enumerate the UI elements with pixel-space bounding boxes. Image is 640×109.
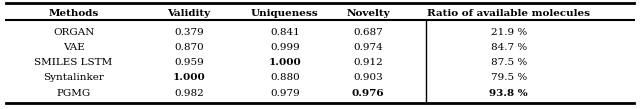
Text: Ratio of available molecules: Ratio of available molecules (428, 9, 590, 18)
Text: 84.7 %: 84.7 % (491, 43, 527, 52)
Text: 0.880: 0.880 (270, 73, 300, 82)
Text: 1.000: 1.000 (172, 73, 205, 82)
Text: Novelty: Novelty (346, 9, 390, 18)
Text: 0.974: 0.974 (353, 43, 383, 52)
Text: PGMG: PGMG (56, 89, 91, 98)
Text: Methods: Methods (49, 9, 99, 18)
Text: Validity: Validity (167, 9, 211, 18)
Text: 0.979: 0.979 (270, 89, 300, 98)
Text: SMILES LSTM: SMILES LSTM (35, 58, 113, 67)
Text: 0.903: 0.903 (353, 73, 383, 82)
Text: 0.999: 0.999 (270, 43, 300, 52)
Text: 1.000: 1.000 (268, 58, 301, 67)
Text: 87.5 %: 87.5 % (491, 58, 527, 67)
Text: 0.976: 0.976 (352, 89, 384, 98)
Text: Uniqueness: Uniqueness (251, 9, 319, 18)
Text: 0.912: 0.912 (353, 58, 383, 67)
Text: 0.870: 0.870 (174, 43, 204, 52)
Text: 0.959: 0.959 (174, 58, 204, 67)
Text: 0.379: 0.379 (174, 28, 204, 37)
Text: Syntalinker: Syntalinker (43, 73, 104, 82)
Text: 21.9 %: 21.9 % (491, 28, 527, 37)
Text: ORGAN: ORGAN (53, 28, 94, 37)
Text: 79.5 %: 79.5 % (491, 73, 527, 82)
Text: 0.687: 0.687 (353, 28, 383, 37)
Text: 0.841: 0.841 (270, 28, 300, 37)
Text: VAE: VAE (63, 43, 84, 52)
Text: 93.8 %: 93.8 % (490, 89, 528, 98)
Text: 0.982: 0.982 (174, 89, 204, 98)
